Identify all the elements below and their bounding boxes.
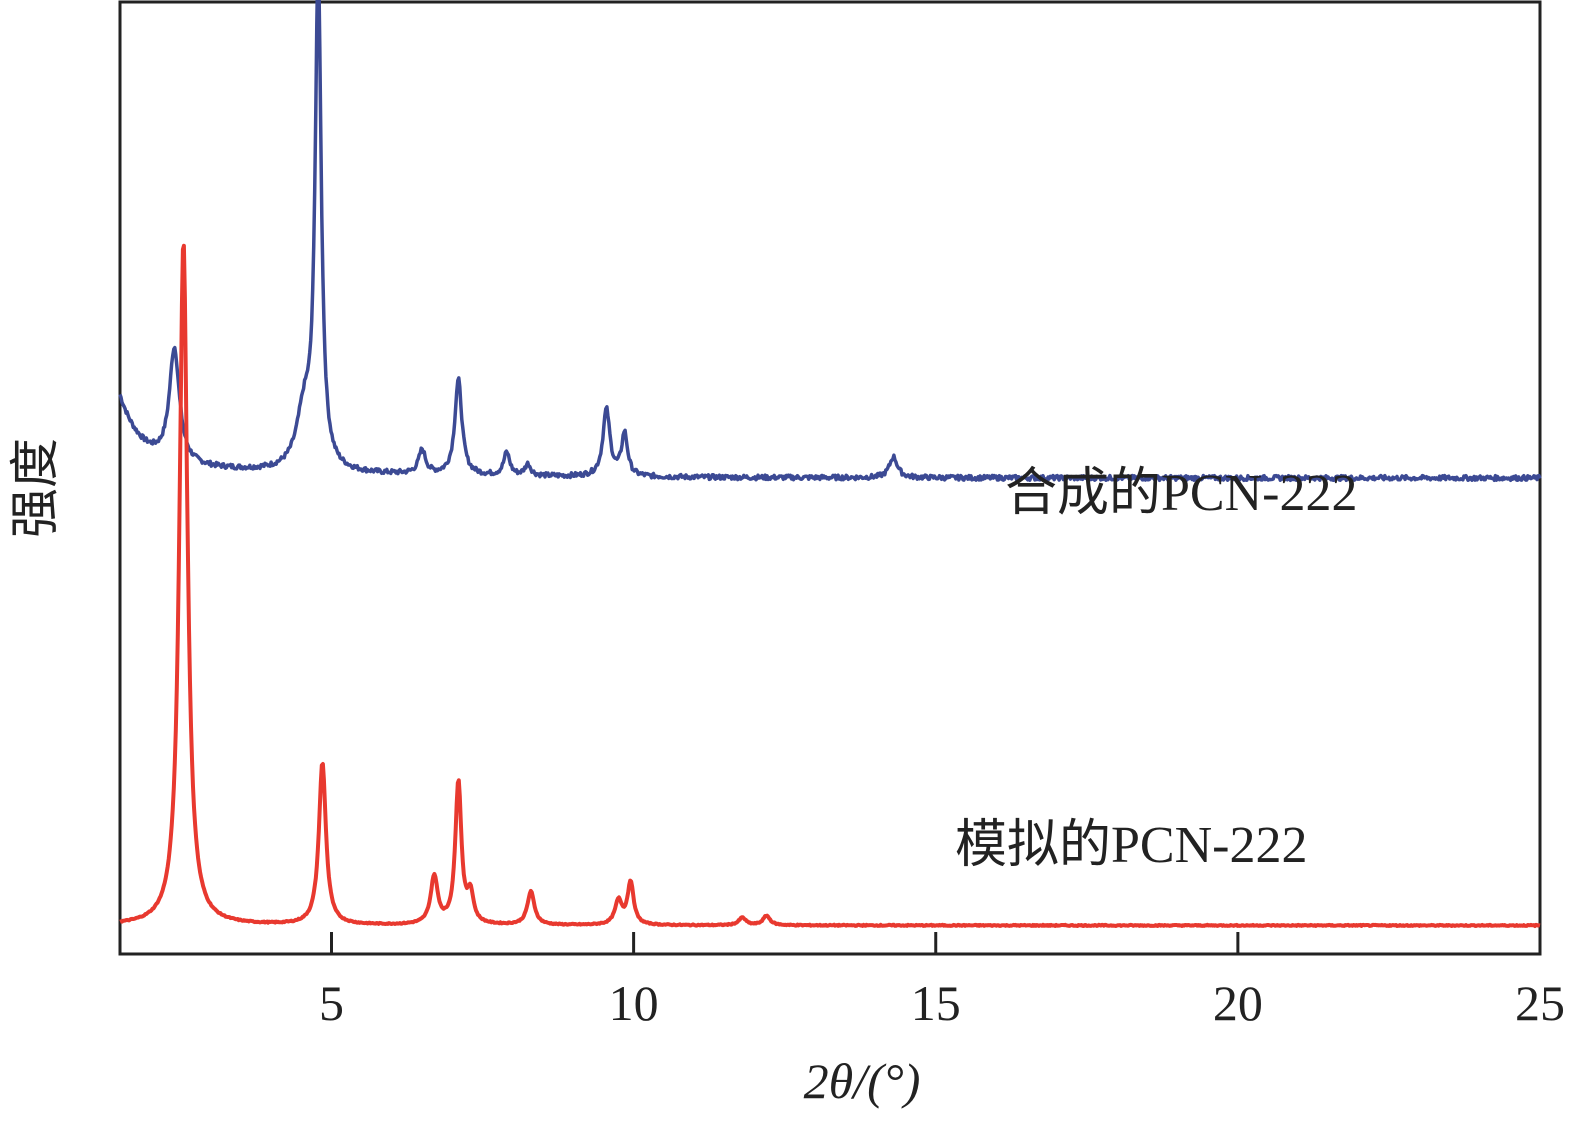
x-tick-label: 10 (609, 975, 659, 1031)
series-group (118, 0, 1542, 928)
x-axis-title: 2θ/(°) (804, 1053, 921, 1109)
x-tick-label: 25 (1515, 975, 1565, 1031)
x-tick-label: 20 (1213, 975, 1263, 1031)
x-ticks (329, 932, 1542, 954)
x-tick-labels: 5 10 15 20 25 (319, 975, 1565, 1031)
series-line-simulated (119, 243, 1541, 928)
series-label-synthesized: 合成的PCN-222 (1005, 465, 1357, 522)
y-axis-title: 强度 (7, 438, 63, 538)
series-line-synthesized (118, 0, 1542, 483)
x-tick-label: 5 (319, 975, 344, 1031)
x-tick-label: 15 (911, 975, 961, 1031)
series-label-simulated: 模拟的PCN-222 (955, 817, 1307, 874)
